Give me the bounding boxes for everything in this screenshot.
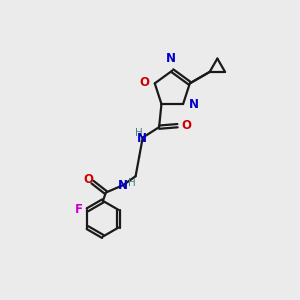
Text: H: H [135,128,142,138]
Text: N: N [118,179,128,192]
Text: O: O [83,173,93,186]
Text: F: F [75,203,83,216]
Text: N: N [166,52,176,65]
Text: O: O [140,76,149,89]
Text: N: N [137,132,147,145]
Text: H: H [128,178,135,188]
Text: O: O [182,119,192,132]
Text: N: N [188,98,199,111]
